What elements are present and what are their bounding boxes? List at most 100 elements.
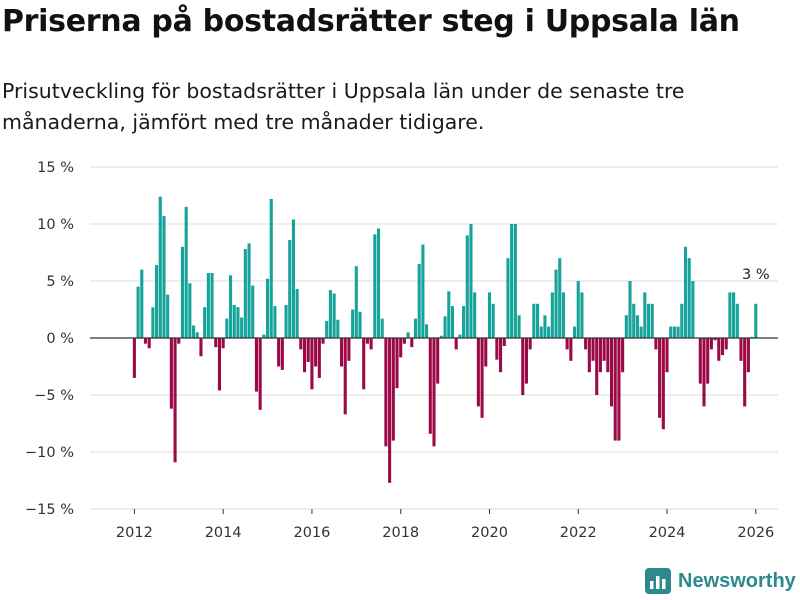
bar <box>388 338 392 483</box>
bar <box>554 269 558 338</box>
bar <box>343 338 347 415</box>
bar <box>225 318 229 338</box>
bar <box>369 338 373 350</box>
bar <box>528 338 532 350</box>
bar <box>380 318 384 338</box>
bar <box>576 281 580 338</box>
bar <box>746 338 750 373</box>
bar <box>217 338 222 391</box>
bar <box>269 198 273 338</box>
bar <box>506 258 510 338</box>
bar <box>650 303 654 338</box>
bar <box>487 292 492 338</box>
bar <box>229 275 233 338</box>
newsworthy-icon <box>645 568 671 594</box>
bar <box>532 303 536 338</box>
bar <box>543 315 547 338</box>
x-tick-label: 2016 <box>293 525 330 541</box>
bar <box>299 338 303 350</box>
bar <box>536 303 540 338</box>
bar <box>306 338 310 362</box>
bar <box>421 244 425 338</box>
bar <box>499 338 503 373</box>
y-tick-label: −15 % <box>25 502 74 518</box>
bar <box>606 338 610 373</box>
bar <box>214 338 218 348</box>
bar <box>617 338 621 441</box>
y-tick-label: 0 % <box>46 331 74 347</box>
bar <box>724 338 728 350</box>
bar <box>158 196 162 338</box>
bar <box>447 291 451 338</box>
bar <box>602 338 606 361</box>
bar <box>591 338 595 361</box>
bar <box>454 338 458 350</box>
bar <box>162 216 166 338</box>
bar <box>480 338 484 418</box>
bar <box>284 304 288 338</box>
bar <box>732 292 736 338</box>
bar <box>136 286 140 338</box>
bar <box>358 311 362 338</box>
bar <box>428 338 432 434</box>
bar <box>151 307 155 338</box>
bar <box>709 338 713 350</box>
bar <box>147 338 151 349</box>
bar <box>698 338 702 384</box>
bar <box>325 320 329 338</box>
x-tick-label: 2026 <box>737 525 774 541</box>
bar <box>277 338 281 367</box>
bar <box>402 338 406 344</box>
bar <box>258 338 262 410</box>
bar <box>262 334 266 338</box>
bar <box>391 338 395 441</box>
bar <box>365 338 369 344</box>
bar <box>362 338 366 390</box>
bar <box>643 292 647 338</box>
bar <box>587 338 591 373</box>
bar <box>720 338 725 356</box>
bar <box>706 338 710 384</box>
x-tick-label: 2014 <box>205 525 242 541</box>
bar <box>672 326 676 338</box>
bar <box>328 290 332 338</box>
bar <box>558 258 562 338</box>
bar <box>517 315 521 338</box>
bar <box>613 338 617 441</box>
bar <box>473 292 477 338</box>
bar <box>661 338 665 430</box>
bar <box>595 338 599 395</box>
bar <box>621 338 625 373</box>
bar <box>332 293 336 338</box>
bar <box>450 306 455 338</box>
bar <box>521 338 525 395</box>
bar <box>539 326 543 338</box>
bar <box>462 306 466 338</box>
y-tick-label: −10 % <box>25 445 74 461</box>
bar <box>628 281 632 338</box>
bar <box>754 303 758 338</box>
bar <box>384 338 388 447</box>
bar <box>484 338 488 367</box>
bar <box>291 219 295 338</box>
bar <box>166 294 170 338</box>
bar <box>598 338 602 373</box>
bar <box>243 249 247 338</box>
bar <box>140 269 144 338</box>
bar <box>336 319 340 338</box>
bar <box>687 258 691 338</box>
chart-title: Priserna på bostadsrätter steg i Uppsala… <box>2 4 740 39</box>
bar <box>221 338 225 349</box>
bar <box>665 338 669 373</box>
bar <box>632 303 636 338</box>
bar <box>572 326 577 338</box>
newsworthy-logo[interactable]: Newsworthy <box>645 568 796 594</box>
bar <box>169 338 173 409</box>
bar <box>203 307 207 338</box>
bar <box>565 338 569 350</box>
bar <box>513 224 517 338</box>
bar <box>236 307 240 338</box>
bar <box>510 224 514 338</box>
bar <box>232 304 236 338</box>
